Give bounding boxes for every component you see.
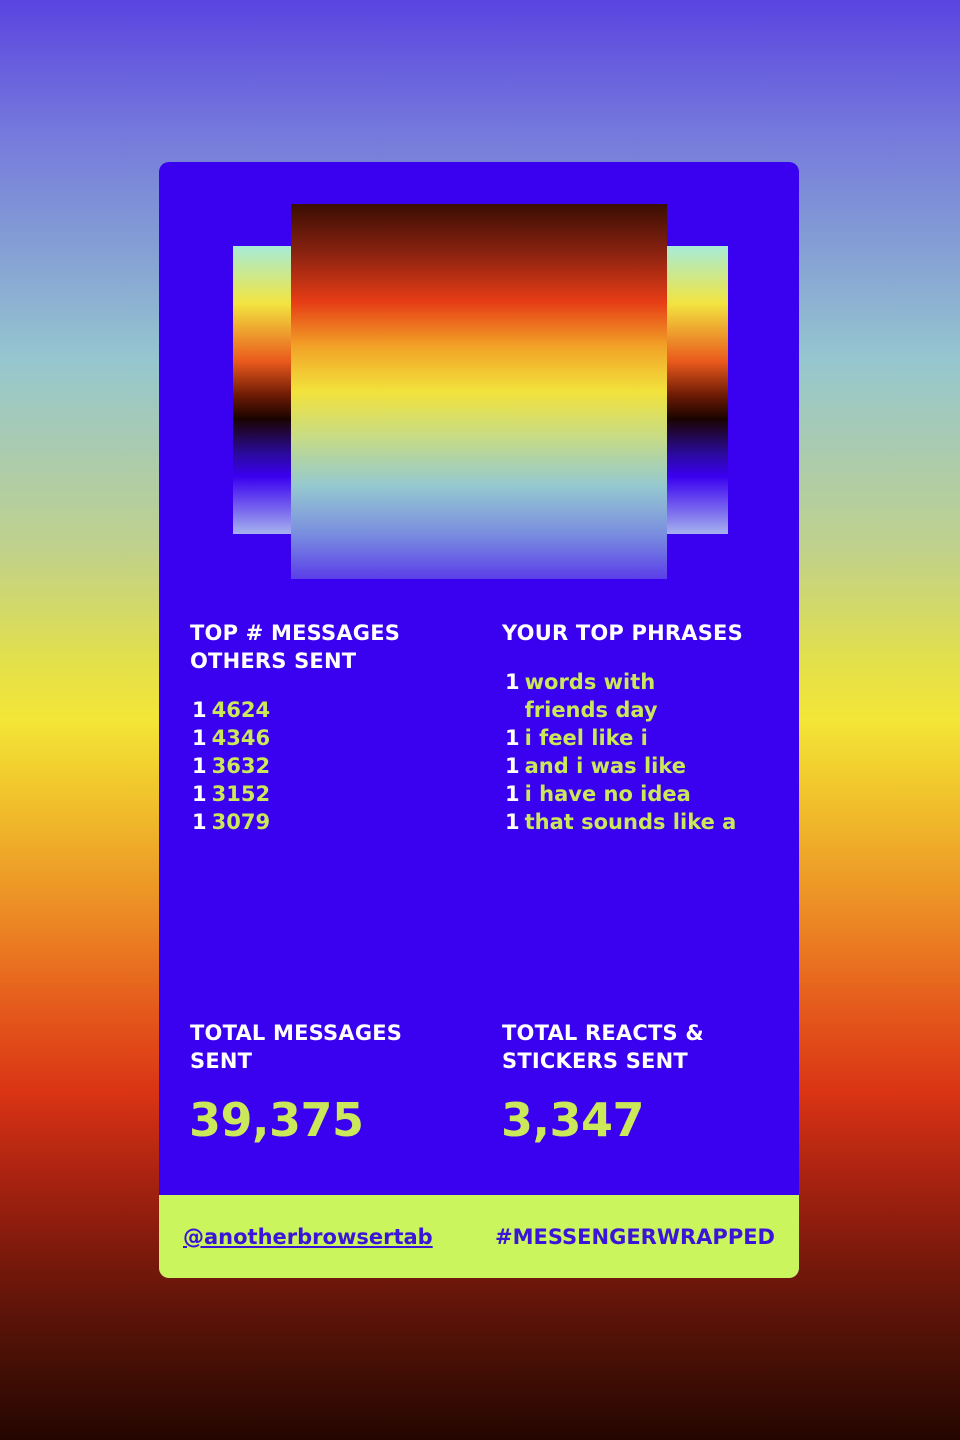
rank: 1	[192, 698, 207, 722]
message-count: 3632	[211, 754, 271, 778]
top-messages-heading-line2: OTHERS SENT	[190, 649, 357, 673]
top-messages-heading: TOP # MESSAGES OTHERS SENT	[190, 619, 400, 675]
card-footer: @anotherbrowsertab #MESSENGERWRAPPED	[159, 1195, 799, 1278]
phrase: i feel like i	[524, 726, 648, 750]
wrapped-card: TOP # MESSAGES OTHERS SENT 1 4624 1 4346 1…	[159, 162, 799, 1278]
message-count: 3152	[211, 782, 271, 806]
phrase: that sounds like a	[524, 810, 737, 834]
total-messages-value: 39,375	[189, 1093, 364, 1147]
gradient-panel-right	[666, 246, 728, 534]
phrase: words with friends day	[524, 670, 658, 722]
message-count: 3079	[211, 810, 271, 834]
rank: 1	[192, 810, 207, 834]
list-item: 1 4346	[192, 724, 270, 752]
handle-link[interactable]: @anotherbrowsertab	[183, 1225, 433, 1249]
list-item: 1 4624	[192, 696, 270, 724]
rank: 1	[505, 726, 520, 750]
list-item: 1 3632	[192, 752, 270, 780]
rank: 1	[505, 670, 520, 694]
message-count: 4346	[211, 726, 271, 750]
top-messages-heading-line1: TOP # MESSAGES	[190, 621, 401, 645]
list-item: 1 and i was like	[505, 752, 745, 780]
top-messages-list: 1 4624 1 4346 1 3632 1 3152 1 3079	[192, 696, 270, 836]
rank: 1	[505, 754, 520, 778]
phrase: and i was like	[524, 754, 687, 778]
total-reacts-heading-line2: STICKERS SENT	[502, 1049, 688, 1073]
top-phrases-heading: YOUR TOP PHRASES	[502, 621, 743, 645]
total-reacts-value: 3,347	[501, 1093, 645, 1147]
total-reacts-heading-line1: TOTAL REACTS &	[502, 1021, 704, 1045]
phrase: i have no idea	[524, 782, 691, 806]
total-messages-heading: TOTAL MESSAGES SENT	[190, 1019, 402, 1075]
gradient-artwork	[159, 162, 799, 602]
total-messages-heading-line2: SENT	[190, 1049, 253, 1073]
list-item: 1 words with friends day	[505, 668, 745, 724]
total-reacts-heading: TOTAL REACTS & STICKERS SENT	[502, 1019, 704, 1075]
rank: 1	[505, 782, 520, 806]
gradient-panel-center	[291, 204, 667, 579]
gradient-panel-left	[233, 246, 295, 534]
total-messages-heading-line1: TOTAL MESSAGES	[190, 1021, 403, 1045]
rank: 1	[192, 726, 207, 750]
hashtag-label: #MESSENGERWRAPPED	[495, 1225, 775, 1249]
rank: 1	[192, 754, 207, 778]
list-item: 1 3152	[192, 780, 270, 808]
rank: 1	[192, 782, 207, 806]
list-item: 1 that sounds like a	[505, 808, 745, 836]
rank: 1	[505, 810, 520, 834]
message-count: 4624	[211, 698, 271, 722]
list-item: 1 3079	[192, 808, 270, 836]
